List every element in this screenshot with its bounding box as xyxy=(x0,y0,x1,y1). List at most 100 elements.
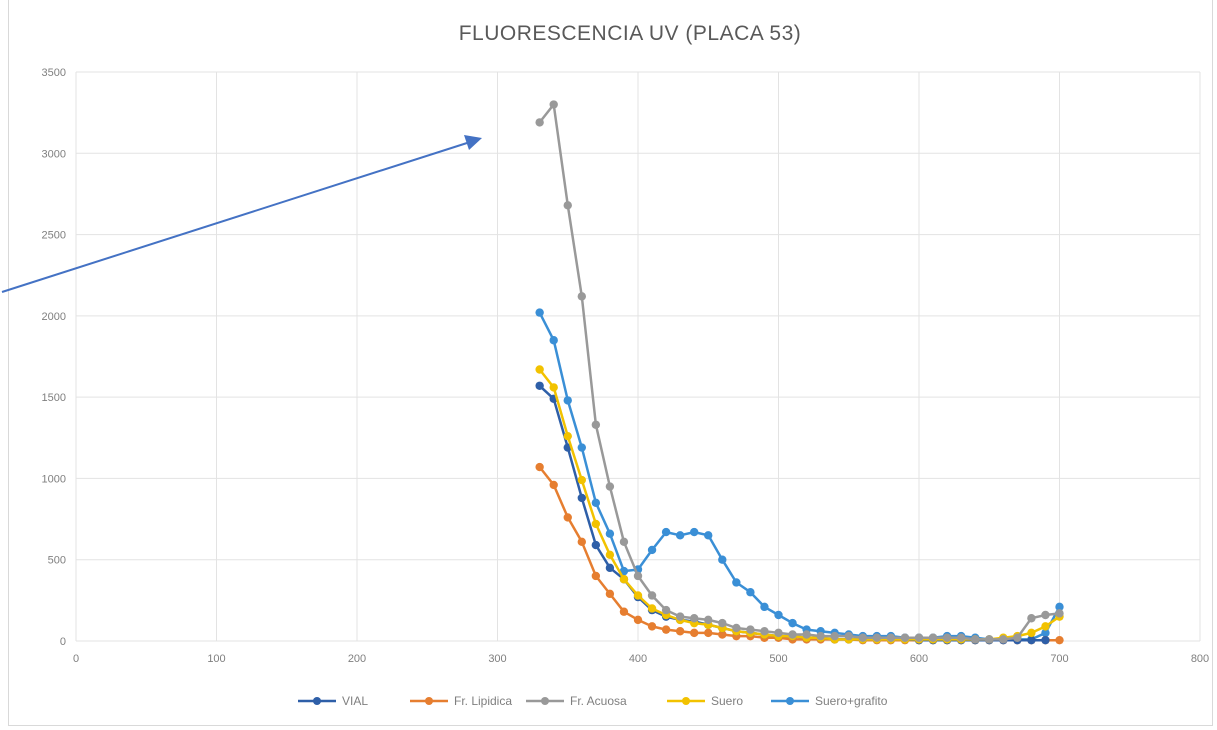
data-point xyxy=(605,550,615,560)
data-point xyxy=(647,591,657,600)
data-point xyxy=(900,633,910,642)
data-point xyxy=(619,537,629,547)
chart-title: FLUORESCENCIA UV (PLACA 53) xyxy=(458,22,802,45)
data-point xyxy=(605,482,615,491)
data-point xyxy=(718,630,727,639)
data-point xyxy=(549,480,558,490)
data-point xyxy=(774,610,783,620)
data-point xyxy=(914,633,924,642)
data-point xyxy=(802,630,811,639)
data-point xyxy=(704,531,713,540)
data-point xyxy=(633,571,643,581)
data-point xyxy=(816,631,825,641)
legend-label: Fr. Acuosa xyxy=(570,694,627,708)
data-point xyxy=(704,615,713,625)
data-point xyxy=(971,635,980,644)
data-point xyxy=(661,527,671,537)
data-point xyxy=(577,475,586,485)
data-point xyxy=(591,420,601,429)
legend-label: Suero+grafito xyxy=(815,694,888,708)
y-tick-label: 3500 xyxy=(42,67,66,79)
arrow-head xyxy=(464,135,482,150)
data-point xyxy=(605,529,615,538)
legend-marker xyxy=(786,697,794,705)
data-point xyxy=(788,618,797,628)
x-tick-label: 800 xyxy=(1191,653,1209,665)
data-point xyxy=(563,201,572,210)
y-tick-label: 2000 xyxy=(42,311,66,323)
data-point xyxy=(605,589,615,599)
data-point xyxy=(549,383,558,392)
data-point xyxy=(956,633,966,642)
data-point xyxy=(830,631,839,641)
data-point xyxy=(746,625,755,634)
legend-label: VIAL xyxy=(342,694,368,708)
data-point xyxy=(690,527,699,537)
data-point xyxy=(549,336,558,345)
data-point xyxy=(858,633,867,642)
y-tick-label: 2500 xyxy=(42,230,66,242)
y-axis-ticks: 0 500 1000 1500 2000 2500 3000 3500 xyxy=(42,67,66,648)
data-point xyxy=(535,381,544,390)
data-point xyxy=(675,531,685,540)
legend-item: Fr. Acuosa xyxy=(526,694,627,708)
x-tick-label: 100 xyxy=(207,653,225,665)
data-point xyxy=(704,628,713,638)
series-line xyxy=(538,368,1061,641)
data-point xyxy=(718,618,727,628)
data-point xyxy=(577,292,586,301)
x-tick-label: 0 xyxy=(73,653,79,665)
data-point xyxy=(633,615,643,625)
data-point xyxy=(1055,635,1064,645)
data-point xyxy=(535,118,544,127)
data-point xyxy=(619,607,629,616)
series-suero-grafito xyxy=(535,308,1064,644)
x-tick-label: 500 xyxy=(769,653,787,665)
data-point xyxy=(563,396,572,405)
data-point xyxy=(1055,602,1064,612)
legend-item: VIAL xyxy=(298,694,368,708)
data-point xyxy=(774,628,783,638)
y-tick-label: 500 xyxy=(48,555,66,567)
data-point xyxy=(718,555,727,564)
data-point xyxy=(985,635,994,644)
data-point xyxy=(1027,614,1036,623)
legend-marker xyxy=(313,697,321,705)
data-point xyxy=(760,627,769,636)
legend-marker xyxy=(541,697,549,705)
data-point xyxy=(732,623,741,633)
data-point xyxy=(928,633,938,642)
y-tick-label: 0 xyxy=(60,636,66,648)
data-point xyxy=(591,540,601,550)
data-point xyxy=(591,519,601,529)
data-point xyxy=(690,628,699,638)
series-fr-acuosa xyxy=(535,100,1064,644)
data-point xyxy=(1027,628,1036,638)
data-point xyxy=(605,563,615,573)
data-point xyxy=(746,588,755,597)
data-point xyxy=(1013,633,1022,642)
legend-marker xyxy=(682,697,690,705)
legend-item: Fr. Lipidica xyxy=(410,694,512,708)
data-point xyxy=(886,633,896,642)
data-point xyxy=(661,605,671,615)
data-point xyxy=(563,431,572,441)
grid-lines xyxy=(75,71,1201,642)
data-point xyxy=(647,622,657,631)
series-line xyxy=(538,103,1060,641)
data-point xyxy=(942,633,952,642)
data-point xyxy=(1027,635,1036,645)
data-point xyxy=(647,604,657,613)
data-point xyxy=(661,625,671,634)
data-point xyxy=(619,575,629,584)
data-point xyxy=(1041,635,1050,645)
data-point xyxy=(577,493,586,503)
legend-item: Suero xyxy=(667,694,743,708)
data-point xyxy=(535,462,544,472)
data-point xyxy=(535,365,544,374)
x-tick-label: 700 xyxy=(1050,653,1068,665)
data-point xyxy=(647,545,657,555)
x-tick-label: 300 xyxy=(488,653,506,665)
series-fr-lipidica xyxy=(535,462,1064,645)
